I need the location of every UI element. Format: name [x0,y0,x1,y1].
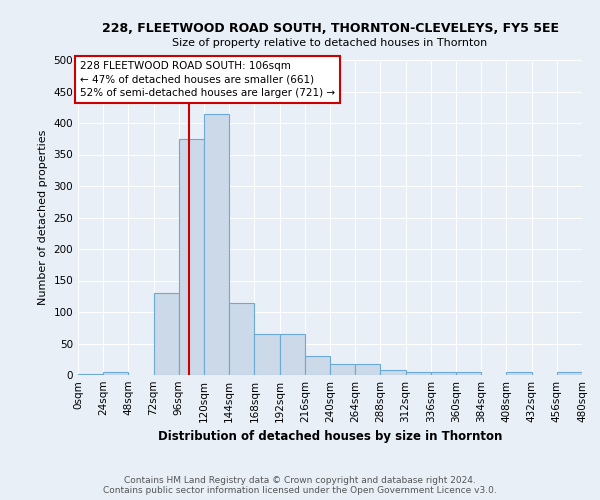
Bar [506,372,532,375]
Bar [355,364,380,375]
Bar [78,374,103,375]
Bar [305,356,330,375]
Bar [557,372,582,375]
Bar [280,334,305,375]
Y-axis label: Number of detached properties: Number of detached properties [38,130,48,305]
Bar [254,334,280,375]
X-axis label: Distribution of detached houses by size in Thornton: Distribution of detached houses by size … [158,430,502,444]
Bar [179,138,204,375]
Bar [103,372,128,375]
Bar [456,372,481,375]
Text: 228 FLEETWOOD ROAD SOUTH: 106sqm
← 47% of detached houses are smaller (661)
52% : 228 FLEETWOOD ROAD SOUTH: 106sqm ← 47% o… [80,62,335,98]
Bar [229,302,254,375]
Bar [406,372,431,375]
Bar [330,364,355,375]
Bar [204,114,229,375]
Bar [154,293,179,375]
Bar [431,372,456,375]
Text: 228, FLEETWOOD ROAD SOUTH, THORNTON-CLEVELEYS, FY5 5EE: 228, FLEETWOOD ROAD SOUTH, THORNTON-CLEV… [101,22,559,36]
Text: Contains HM Land Registry data © Crown copyright and database right 2024.
Contai: Contains HM Land Registry data © Crown c… [103,476,497,495]
Bar [380,370,406,375]
Text: Size of property relative to detached houses in Thornton: Size of property relative to detached ho… [172,38,488,48]
